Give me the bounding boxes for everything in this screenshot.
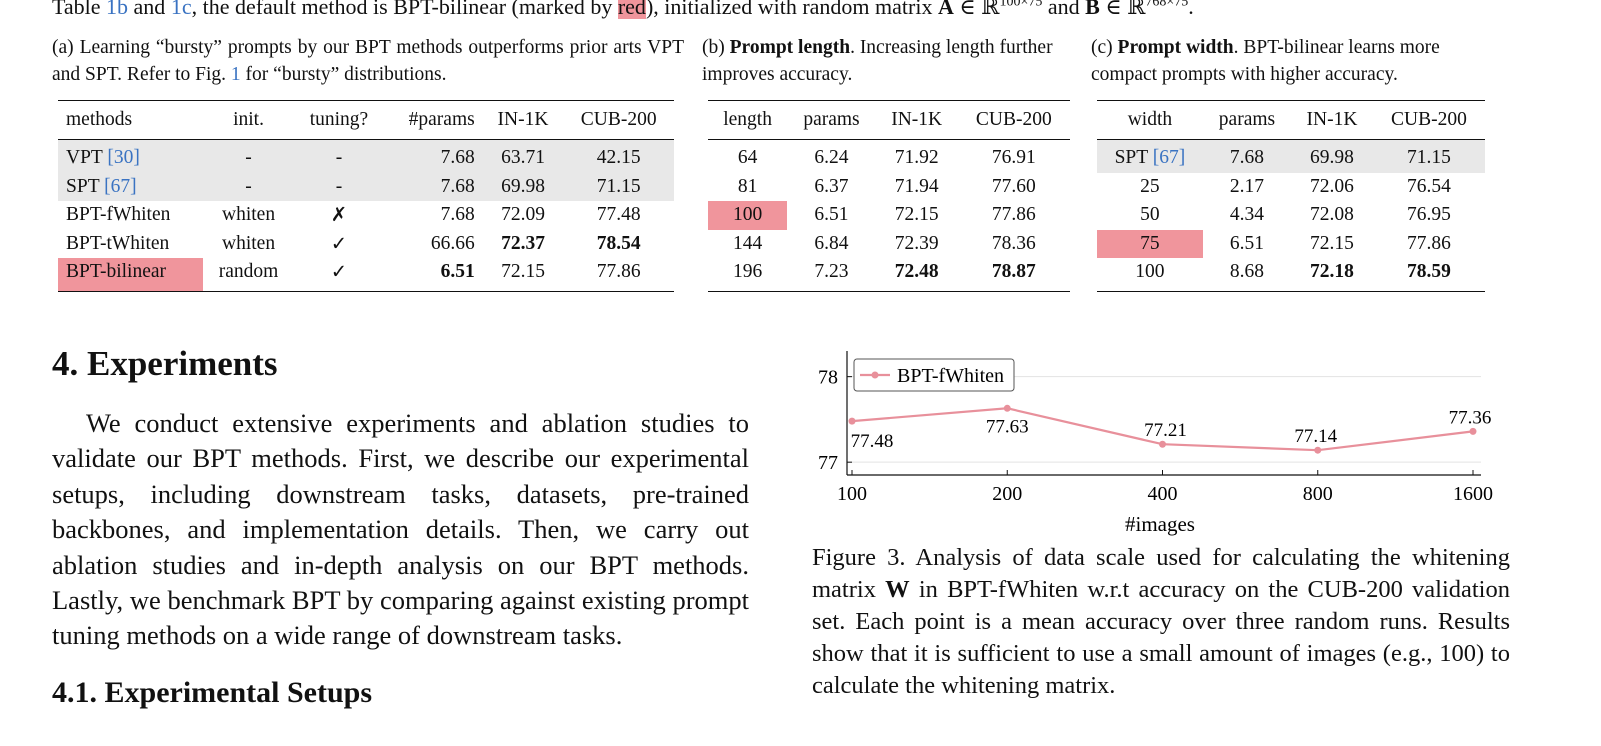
table-row: 75 6.51 72.15 77.86 <box>1097 229 1485 258</box>
legend-marker <box>871 371 879 379</box>
table-c: width params IN-1K CUB-200 SPT [67] 7.68 6… <box>1097 100 1485 292</box>
table-row: SPT [67] - - 7.68 69.98 71.15 <box>58 172 674 201</box>
highlighted-default-width: 75 <box>1097 229 1203 258</box>
citation-link[interactable]: [67] <box>104 175 137 197</box>
table-header: CUB-200 <box>975 109 1052 130</box>
table-row: 100 8.68 72.18 78.59 <box>1135 261 1451 283</box>
y-tick-label: 77 <box>818 452 838 474</box>
data-label: 77.14 <box>1294 426 1337 447</box>
citation-link[interactable]: [67] <box>1152 147 1186 169</box>
data-point <box>1003 404 1011 412</box>
table-header: width <box>1127 109 1173 130</box>
figure-caption: Figure 3. Analysis of data scale used fo… <box>812 544 1510 699</box>
top-text-line: Table 1b and 1c, the default method is B… <box>52 0 1194 20</box>
table-b: length params IN-1K CUB-200 64 6.24 71.92 7… <box>708 100 1070 292</box>
table-row: BPT-tWhiten whiten ✓ 66.66 72.37 78.54 <box>66 232 641 255</box>
table-header: length <box>723 109 772 130</box>
subsection-heading: 4.1. Experimental Setups <box>52 676 373 709</box>
table-row: 50 4.34 72.08 76.95 <box>1140 204 1451 226</box>
y-tick-label: 78 <box>818 367 838 389</box>
x-tick-label: 800 <box>1303 483 1333 505</box>
table-row: 81 6.37 71.94 77.60 <box>737 175 1036 197</box>
table-a: methods init. tuning? #params IN-1K CUB-… <box>58 100 674 292</box>
table-header: params <box>1218 109 1276 130</box>
table-header: params <box>803 109 860 130</box>
table-header: CUB-200 <box>1390 109 1467 130</box>
x-tick-label: 100 <box>837 483 867 505</box>
data-point <box>1314 446 1322 454</box>
highlighted-default-length: 100 <box>708 201 788 230</box>
data-point <box>1159 440 1166 448</box>
table-header: #params <box>408 109 475 130</box>
data-point <box>848 417 856 425</box>
table-row: BPT-fWhiten whiten ✗ 7.68 72.09 77.48 <box>66 204 641 227</box>
data-label: 77.63 <box>986 416 1029 437</box>
table-header: IN-1K <box>1306 109 1358 130</box>
table-row: 100 6.51 72.15 77.86 <box>708 201 1070 230</box>
table-row: BPT-bilinear random ✓ 6.51 72.15 77.86 <box>58 258 674 291</box>
data-point <box>1469 427 1477 435</box>
highlighted-default-method: BPT-bilinear <box>58 258 204 291</box>
legend-box <box>853 358 1015 392</box>
data-label: 77.48 <box>851 431 894 452</box>
table-row: SPT [67] 7.68 69.98 71.15 <box>1097 139 1485 173</box>
figure-3-line-chart: 77 78 100 200 400 800 1600 77.48 77.63 77.21 77.… <box>818 351 1493 536</box>
table-header: CUB-200 <box>580 109 657 130</box>
table-row: 25 2.17 72.06 76.54 <box>1140 175 1451 197</box>
section-heading: 4. Experiments <box>52 344 278 383</box>
x-tick-label: 200 <box>992 483 1022 505</box>
table-header: methods <box>66 109 133 130</box>
table-header: init. <box>233 109 264 130</box>
table-header: IN-1K <box>891 109 943 130</box>
table-ref-1b[interactable]: 1b <box>106 0 129 19</box>
table-row: 64 6.24 71.92 76.91 <box>737 147 1036 169</box>
table-header: tuning? <box>309 109 369 130</box>
red-marker: red <box>617 0 646 19</box>
table-c-caption: (c) Prompt width. BPT-bilinear learns mo… <box>1091 37 1440 85</box>
x-tick-label: 1600 <box>1453 483 1493 505</box>
section-paragraph: We conduct extensive experiments and abl… <box>52 408 749 651</box>
table-a-caption: (a) Learning “bursty” prompts by our BPT… <box>52 37 684 85</box>
x-axis-label: #images <box>1125 512 1195 536</box>
table-row: 144 6.84 72.39 78.36 <box>732 232 1036 254</box>
table-header: IN-1K <box>497 109 549 130</box>
citation-link[interactable]: [30] <box>107 147 140 169</box>
table-row: 196 7.23 72.48 78.87 <box>732 261 1036 283</box>
data-label: 77.36 <box>1449 407 1492 428</box>
table-ref-1c[interactable]: 1c <box>170 0 192 19</box>
figure-ref-1[interactable]: 1 <box>230 64 241 85</box>
legend-label: BPT-fWhiten <box>897 365 1004 387</box>
table-row: VPT [30] - - 7.68 63.71 42.15 <box>58 139 674 173</box>
data-label: 77.21 <box>1144 420 1187 441</box>
x-tick-label: 400 <box>1148 483 1178 505</box>
table-b-caption: (b) Prompt length. Increasing length fur… <box>702 37 1053 85</box>
